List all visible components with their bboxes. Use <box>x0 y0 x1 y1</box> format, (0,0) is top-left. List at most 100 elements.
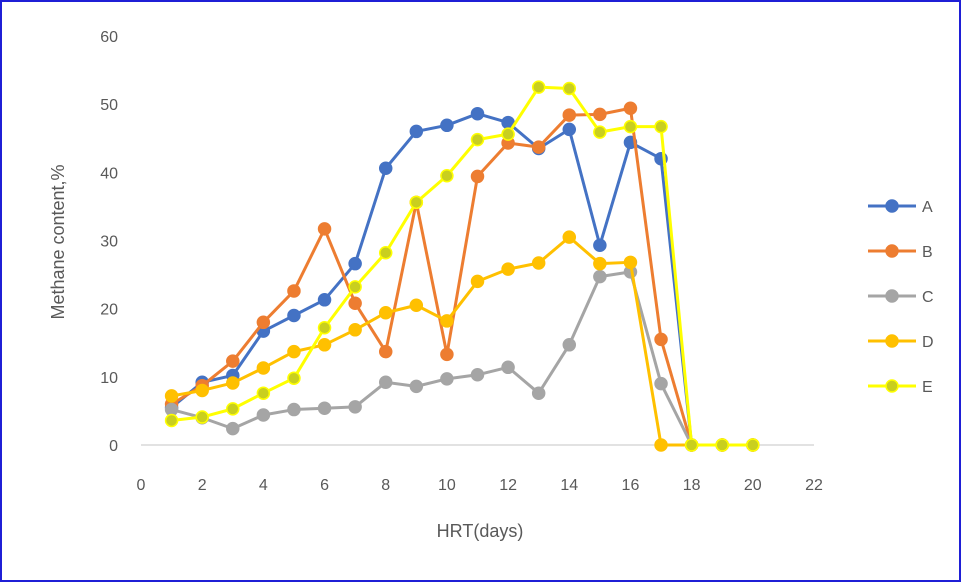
x-tick-label: 2 <box>198 477 207 494</box>
data-point <box>226 354 240 368</box>
legend-label: E <box>922 379 933 396</box>
data-point <box>164 413 179 428</box>
data-point <box>378 344 393 359</box>
y-tick-label: 0 <box>109 438 118 455</box>
data-point <box>531 80 546 94</box>
data-point <box>348 256 362 271</box>
data-point <box>501 262 515 276</box>
data-point <box>593 238 607 253</box>
data-point <box>593 256 607 271</box>
data-point <box>317 321 332 335</box>
data-point <box>440 347 454 362</box>
data-point <box>501 127 515 141</box>
legend-marker-swatch <box>885 334 899 348</box>
data-point <box>470 106 485 121</box>
x-tick-label: 8 <box>381 477 390 494</box>
data-point <box>654 332 668 347</box>
data-point <box>348 296 362 310</box>
legend-marker-swatch <box>885 199 899 213</box>
series-C <box>164 265 760 452</box>
x-tick-label: 4 <box>259 477 268 494</box>
data-point <box>317 293 332 307</box>
data-point <box>746 438 760 452</box>
data-point <box>317 222 332 236</box>
data-point <box>348 280 362 294</box>
data-point <box>593 125 607 139</box>
data-point <box>562 108 577 122</box>
data-point <box>287 308 301 323</box>
y-tick-label: 50 <box>100 97 118 114</box>
data-point <box>317 338 332 352</box>
data-point <box>195 383 209 398</box>
data-point <box>715 438 729 452</box>
data-point <box>623 255 638 270</box>
data-point <box>409 298 424 313</box>
legend-entry: C <box>868 289 934 306</box>
data-point <box>501 360 515 375</box>
data-point <box>378 375 393 390</box>
series-E <box>164 80 760 452</box>
data-point <box>348 323 362 337</box>
x-tick-label: 14 <box>560 477 578 494</box>
y-tick-label: 20 <box>100 302 118 319</box>
y-tick-label: 30 <box>100 234 118 251</box>
data-point <box>562 338 577 352</box>
data-point <box>317 401 332 415</box>
legend-label: A <box>922 199 933 216</box>
y-tick-label: 10 <box>100 370 118 387</box>
data-point <box>287 344 301 359</box>
data-point <box>226 421 240 436</box>
x-tick-label: 6 <box>320 477 329 494</box>
data-point <box>164 389 179 403</box>
data-point <box>531 256 546 270</box>
legend-entry: D <box>868 334 934 351</box>
data-point <box>562 122 577 137</box>
data-point <box>409 379 424 394</box>
legend-entry: E <box>868 379 933 396</box>
data-point <box>348 400 362 414</box>
data-point <box>378 306 393 320</box>
data-point <box>654 438 668 452</box>
data-point <box>287 402 301 417</box>
data-point <box>470 169 485 184</box>
data-point <box>256 408 271 422</box>
data-point <box>256 361 271 375</box>
data-point <box>378 161 393 175</box>
y-tick-label: 60 <box>100 29 118 46</box>
axes: 0 10 20 30 40 50 60 0 2 4 6 8 10 12 14 16 18 20 22 <box>100 29 823 494</box>
legend-entry: A <box>868 199 933 216</box>
data-point <box>470 132 485 147</box>
data-point <box>440 118 454 133</box>
data-point <box>593 107 607 122</box>
data-point <box>623 101 638 116</box>
legend: A B C D E <box>868 199 934 396</box>
legend-label: C <box>922 289 934 306</box>
data-point <box>409 124 424 139</box>
series-line <box>170 106 753 447</box>
data-point <box>409 195 424 210</box>
legend-marker-swatch <box>885 289 899 303</box>
data-point <box>684 438 699 452</box>
x-tick-label: 12 <box>499 477 517 494</box>
legend-label: D <box>922 334 934 351</box>
data-point <box>256 315 271 330</box>
data-point <box>287 371 301 385</box>
data-point <box>226 402 240 416</box>
x-tick-label: 18 <box>683 477 701 494</box>
data-point <box>470 274 485 289</box>
data-point <box>623 119 638 134</box>
data-point <box>470 368 485 382</box>
x-tick-label: 0 <box>137 477 146 494</box>
data-point <box>378 246 393 260</box>
y-axis-title: Methane content,% <box>48 164 68 319</box>
legend-label: B <box>922 244 933 261</box>
series-layer <box>164 80 760 452</box>
data-point <box>531 140 546 154</box>
data-point <box>593 269 607 284</box>
data-point <box>562 81 577 96</box>
x-tick-label: 10 <box>438 477 456 494</box>
data-point <box>440 168 454 183</box>
data-point <box>562 230 577 244</box>
